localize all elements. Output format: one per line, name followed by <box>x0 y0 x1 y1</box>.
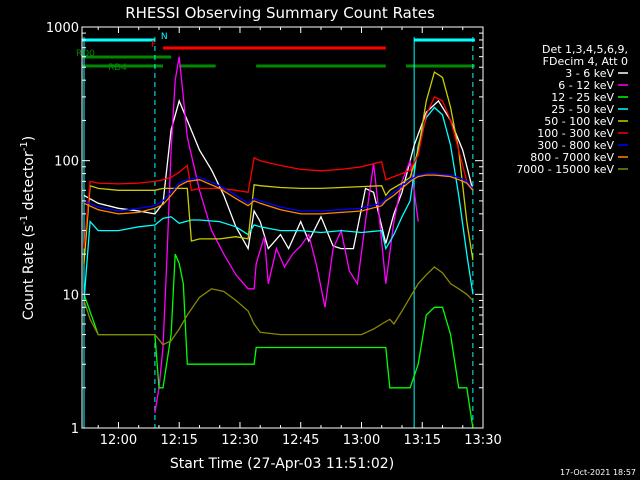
legend-label-3: 25 - 50 keV <box>551 103 614 116</box>
y-axis-label-mid: detector <box>21 151 37 215</box>
flag-label-n: N <box>161 32 168 42</box>
legend-label-8: 7000 - 15000 keV <box>516 163 614 176</box>
x-tick-label-6: 13:30 <box>464 433 501 448</box>
y-tick-label-1: 10 <box>62 288 79 303</box>
legend-label-1: 6 - 12 keV <box>558 79 614 92</box>
flag-and-reference-lines: NF RD0 RD4 <box>76 32 475 428</box>
series-lines <box>83 56 474 429</box>
legend-header-line-0: Det 1,3,4,5,6,9, <box>542 43 628 56</box>
series-line-4 <box>83 71 474 264</box>
series-line-6 <box>83 172 474 212</box>
y-tick-label-3: 1000 <box>46 21 79 36</box>
legend: Det 1,3,4,5,6,9,FDecim 4, Att 03 - 6 keV… <box>516 43 628 176</box>
legend-label-6: 300 - 800 keV <box>537 139 614 152</box>
x-tick-label-1: 12:15 <box>160 433 197 448</box>
y-axis-label-sup1: -1 <box>19 215 30 225</box>
x-tick-label-0: 12:00 <box>100 433 137 448</box>
y-axis-label: Count Rate (s-1 detector-1) <box>19 136 37 320</box>
x-tick-label-5: 13:15 <box>404 433 441 448</box>
legend-label-2: 12 - 25 keV <box>551 91 614 104</box>
y-axis-label-base: Count Rate (s <box>21 225 37 320</box>
series-line-5 <box>83 96 474 249</box>
axis-ticks: 12:00 12:15 12:30 12:45 13:00 13:15 13:30 1 10 10… <box>46 21 502 448</box>
legend-label-5: 100 - 300 keV <box>537 127 614 140</box>
series-line-7 <box>83 174 474 215</box>
x-axis-label: Start Time (27-Apr-03 11:51:02) <box>170 456 394 472</box>
axes <box>81 26 484 429</box>
plot-frame <box>81 26 484 429</box>
y-tick-label-0: 1 <box>71 422 79 437</box>
legend-label-7: 800 - 7000 keV <box>530 151 614 164</box>
legend-label-4: 50 - 100 keV <box>544 115 614 128</box>
y-axis-label-sup2: -1 <box>19 141 30 151</box>
flag-label-rd0: RD0 <box>76 49 95 59</box>
flag-label-rd4: RD4 <box>108 63 127 73</box>
y-tick-label-2: 100 <box>54 155 79 170</box>
series-line-2 <box>83 253 474 429</box>
y-axis-label-end: ) <box>21 136 37 141</box>
series-line-3 <box>83 106 474 301</box>
chart-title: RHESSI Observing Summary Count Rates <box>125 4 435 22</box>
x-tick-label-2: 12:30 <box>221 433 258 448</box>
legend-header-line-1: FDecim 4, Att 0 <box>543 55 628 68</box>
x-tick-label-3: 12:45 <box>282 433 319 448</box>
series-line-8 <box>83 266 474 346</box>
timestamp: 17-Oct-2021 18:57 <box>560 468 636 477</box>
flag-label-f: F <box>151 40 156 50</box>
legend-label-0: 3 - 6 keV <box>565 67 614 80</box>
x-tick-label-4: 13:00 <box>343 433 380 448</box>
